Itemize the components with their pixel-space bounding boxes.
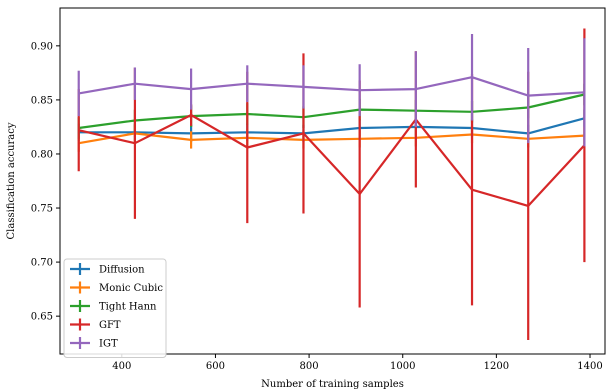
series-line — [78, 76, 585, 97]
y-tick-label: 0.90 — [31, 41, 53, 52]
legend-label: IGT — [99, 339, 118, 350]
series-line — [78, 113, 586, 207]
x-axis-label: Number of training samples — [261, 379, 404, 390]
y-tick-label: 0.80 — [31, 149, 53, 160]
x-tick-label: 1200 — [484, 361, 509, 372]
legend-label: GFT — [99, 320, 121, 331]
series-monic-cubic — [77, 124, 586, 152]
legend-label: Diffusion — [99, 265, 145, 276]
y-tick-label: 0.70 — [31, 258, 53, 269]
y-tick-label: 0.65 — [31, 312, 53, 323]
x-tick-label: 800 — [300, 361, 319, 372]
y-tick-label: 0.85 — [31, 95, 53, 106]
y-axis-label: Classification accuracy — [6, 122, 17, 239]
plot-area — [77, 28, 586, 340]
legend-box — [63, 258, 167, 358]
legend-label: Monic Cubic — [99, 283, 163, 294]
series-line — [78, 117, 585, 135]
series-line — [78, 132, 585, 145]
series-line — [78, 93, 585, 130]
legend-label: Tight Hann — [99, 302, 157, 313]
x-axis: 400 600 800 1000 1200 1400 — [112, 354, 603, 372]
series-igt — [77, 33, 586, 147]
y-tick-label: 0.75 — [31, 204, 53, 215]
x-tick-label: 1000 — [390, 361, 415, 372]
legend: Diffusion Monic Cubic Tight Hann GFT IGT — [63, 258, 167, 358]
x-tick-label: 600 — [206, 361, 225, 372]
x-tick-label: 400 — [112, 361, 131, 372]
x-tick-label: 1400 — [577, 361, 602, 372]
plot-frame — [59, 7, 606, 355]
y-axis: 0.65 0.70 0.75 0.80 0.85 0.90 — [31, 41, 60, 323]
